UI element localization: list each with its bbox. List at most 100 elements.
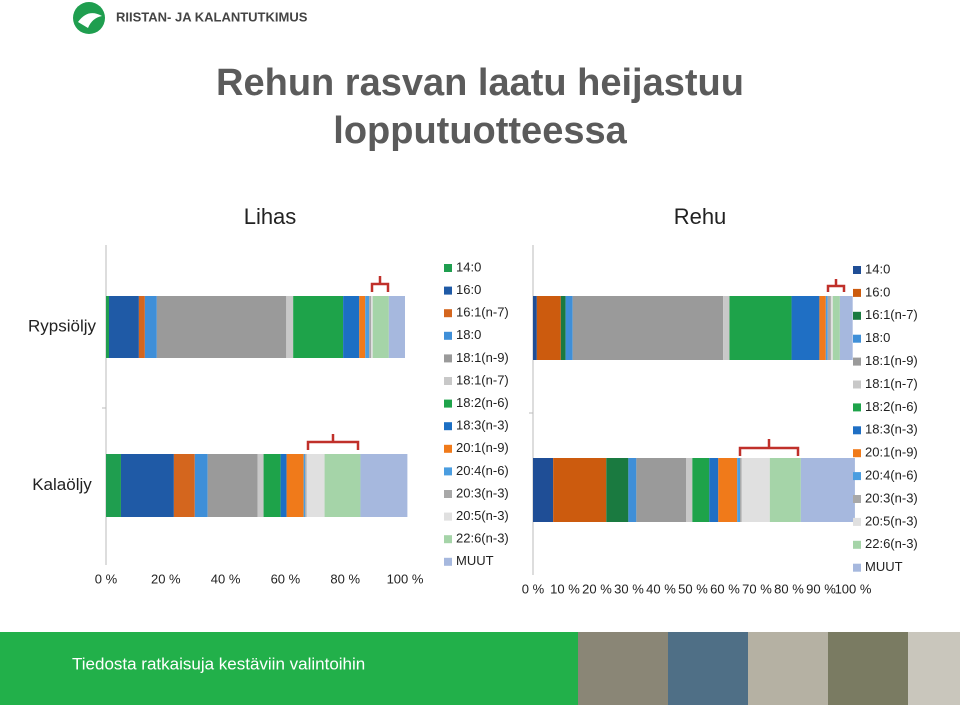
legend-label: 16:1(n-7) (865, 307, 918, 322)
legend-label: 18:3(n-3) (456, 418, 509, 433)
bracket (306, 276, 846, 456)
legend-swatch (444, 557, 452, 566)
legend-swatch (853, 426, 861, 435)
bar-segment (305, 454, 307, 517)
legend-label: 16:0 (865, 284, 890, 299)
legend-label: MUUT (865, 559, 903, 574)
bar-segment (263, 454, 281, 517)
slide-title: Rehun rasvan laatu heijastuu (216, 62, 744, 104)
bar-segment (106, 454, 121, 517)
legend-label: 14:0 (456, 259, 481, 274)
bar-segment (737, 458, 741, 522)
legend-swatch (853, 380, 861, 389)
legend-label: 20:1(n-9) (456, 440, 509, 455)
bar-segment (839, 296, 853, 360)
bar-segment (372, 296, 389, 358)
bar-segment (138, 296, 145, 358)
legend-swatch (853, 472, 861, 481)
bar-segment (156, 296, 287, 358)
legend-swatch (853, 563, 861, 572)
bar-segment (194, 454, 208, 517)
bar-segment (800, 458, 855, 522)
bar-segment (769, 458, 801, 522)
x-tick-label: 60 % (710, 581, 740, 596)
x-tick-label: 100 % (835, 581, 872, 596)
legend-label: 22:6(n-3) (456, 531, 509, 546)
bar-segment (360, 454, 408, 517)
bar-segment (723, 296, 730, 360)
legend-label: 20:4(n-6) (865, 468, 918, 483)
x-tick-label: 80 % (774, 581, 804, 596)
chart-title: Rehu (674, 204, 727, 229)
bar-segment (286, 454, 304, 517)
legend-label: 18:2(n-6) (865, 399, 918, 414)
legend-swatch (853, 517, 861, 526)
bar-segment (120, 454, 174, 517)
x-tick-label: 90 % (806, 581, 836, 596)
legend-swatch (444, 377, 452, 385)
legend-swatch (444, 331, 452, 340)
legend-swatch (853, 334, 861, 343)
x-tick-label: 100 % (387, 571, 424, 586)
category-label: Rypsiöljy (28, 316, 97, 335)
legend-label: 20:3(n-3) (865, 490, 918, 505)
legend-swatch (444, 535, 452, 544)
legend-label: 14:0 (865, 261, 890, 276)
bar-segment (207, 454, 258, 517)
x-tick-label: 0 % (95, 571, 118, 586)
bar-segment (628, 458, 637, 522)
legend-label: 20:3(n-3) (456, 485, 509, 500)
legend-swatch (444, 354, 452, 363)
legend-swatch (853, 266, 861, 274)
bar-segment (606, 458, 629, 522)
bar-segment (830, 296, 833, 360)
bar-segment (324, 454, 361, 517)
legend-swatch (853, 288, 861, 297)
bar-segment (306, 454, 325, 517)
bar-segment (343, 296, 360, 358)
legend-label: 22:6(n-3) (865, 536, 918, 551)
legend-label: 18:1(n-9) (456, 350, 509, 365)
org-name: RIISTAN- JA KALANTUTKIMUS (116, 9, 308, 24)
bar-segment (832, 296, 840, 360)
bar-segment (144, 296, 157, 358)
legend-swatch (853, 495, 861, 503)
x-tick-label: 50 % (678, 581, 708, 596)
bar-segment (636, 458, 687, 522)
legend-label: 20:5(n-3) (456, 508, 509, 523)
bar-segment (173, 454, 195, 517)
x-tick-label: 80 % (330, 571, 360, 586)
bar-segment (560, 296, 566, 360)
bar-segment (741, 458, 770, 522)
bar-segment (280, 454, 287, 517)
legend-swatch (853, 357, 861, 366)
legend-label: 18:2(n-6) (456, 395, 509, 410)
bar-segment (718, 458, 738, 522)
legend-swatch (444, 399, 452, 408)
legend-swatch (444, 286, 452, 295)
legend-swatch (853, 403, 861, 412)
bar-segment (257, 454, 264, 517)
photo-strip (578, 632, 960, 705)
legend-swatch (853, 449, 861, 458)
bar-segment (536, 296, 561, 360)
bar-segment (303, 454, 306, 517)
x-tick-label: 40 % (646, 581, 676, 596)
legend-label: 18:1(n-7) (865, 376, 918, 391)
bar-segment (572, 296, 724, 360)
legend-swatch (853, 311, 861, 320)
bar-segment (740, 458, 742, 522)
bar-segment (359, 296, 366, 358)
legend-label: 18:0 (865, 330, 890, 345)
legend-swatch (444, 512, 452, 521)
bar-segment (686, 458, 693, 522)
legend-swatch (444, 309, 452, 318)
legend-label: 16:0 (456, 282, 481, 297)
slide-title: lopputuotteessa (333, 110, 627, 152)
x-tick-label: 40 % (211, 571, 241, 586)
legend-label: 18:0 (456, 327, 481, 342)
bar-segment (553, 458, 607, 522)
bar-segment (533, 296, 537, 360)
logo-fish (78, 13, 102, 28)
